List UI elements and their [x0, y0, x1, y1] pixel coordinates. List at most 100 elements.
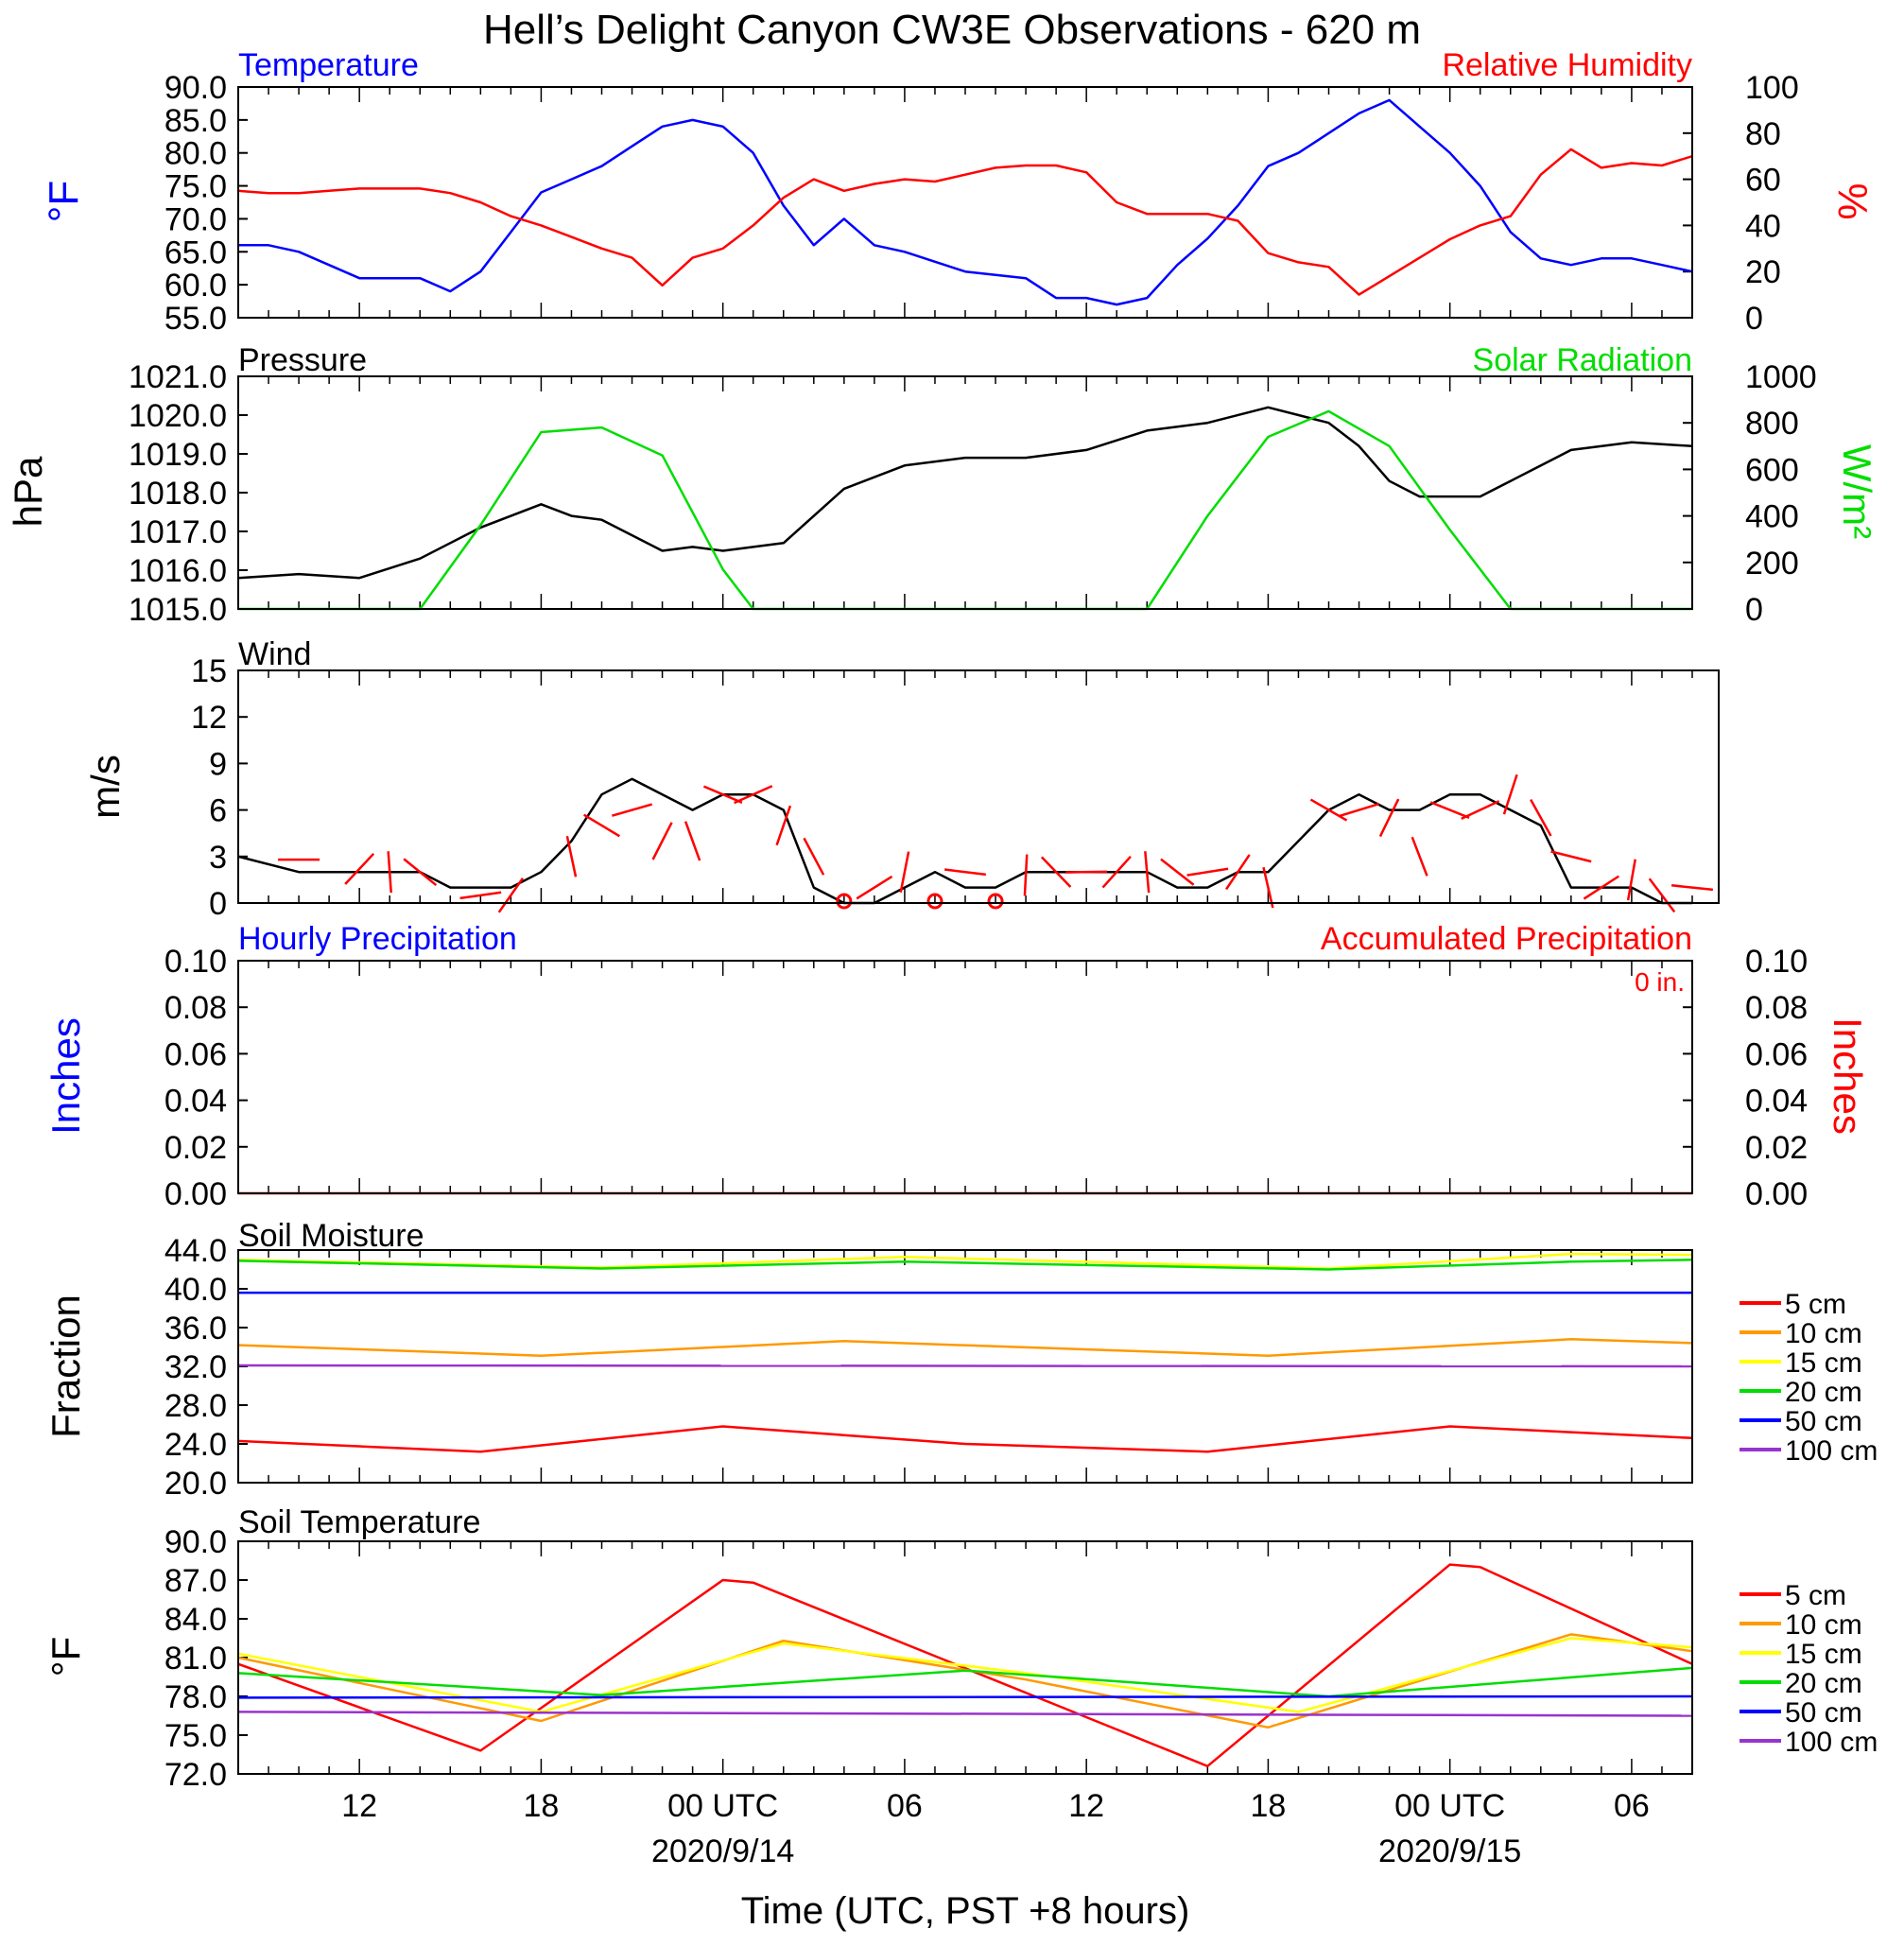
y-tick-label: 60.0: [164, 268, 227, 304]
x-tick-label: 12: [1068, 1788, 1104, 1824]
wind-barb: [387, 851, 392, 894]
y-tick-label-right: 60: [1745, 163, 1781, 199]
y-tick-label: 0.10: [164, 944, 227, 980]
wind-barb: [1411, 836, 1428, 877]
x-tick-label: 06: [1614, 1788, 1650, 1824]
accum-precip-value: 0 in.: [1635, 967, 1685, 997]
y-tick-label: 15: [191, 653, 227, 689]
y-tick-label: 85.0: [164, 103, 227, 139]
solar-unit: W/m²: [1835, 444, 1879, 539]
soil-moisture-unit: Fraction: [43, 1294, 88, 1438]
x-date-label: 2020/9/15: [1378, 1833, 1521, 1869]
wind-barb: [1648, 877, 1676, 913]
x-tick-label: 00 UTC: [1394, 1788, 1505, 1824]
soil-temp-title: Soil Temperature: [238, 1504, 480, 1540]
hourly-precip-axis-ticks: 0.10 0.08 0.06 0.04 0.02 0.00: [164, 944, 248, 1212]
series-line: [237, 1364, 1693, 1368]
wind-barb: [565, 836, 578, 877]
pressure-title: Pressure: [238, 342, 367, 378]
y-tick-label-right: 40: [1745, 208, 1781, 244]
y-tick-label: 75.0: [164, 169, 227, 205]
wind-barb: [1101, 856, 1132, 889]
wind-barb: [702, 785, 743, 804]
panel-soil-temperature: Soil Temperature °F 90.087.084.081.078.0…: [43, 1504, 1878, 1793]
y-tick-label: 0.00: [164, 1176, 227, 1212]
legend-label: 50 cm: [1785, 1697, 1862, 1729]
wind-unit: m/s: [83, 755, 128, 819]
pressure-plot-frame: [237, 375, 1693, 610]
temperature-plot-frame: [237, 86, 1693, 319]
y-tick-label: 28.0: [164, 1388, 227, 1424]
wind-barb: [1160, 858, 1195, 886]
y-tick-label: 70.0: [164, 201, 227, 237]
wind-barb: [1461, 800, 1500, 821]
series-line: [237, 1694, 1693, 1699]
wind-barb: [651, 822, 673, 860]
y-tick-label: 3: [209, 840, 227, 876]
wind-barb: [684, 821, 701, 861]
series-line: [237, 406, 1693, 580]
soil-moisture-plot-frame: [237, 1249, 1693, 1484]
series-line: [237, 148, 1693, 296]
x-tick-label: 12: [341, 1788, 377, 1824]
wind-barb: [803, 837, 825, 876]
precip-plot-frame: [237, 960, 1693, 1194]
soil-temp-axis-ticks: 90.087.084.081.078.075.072.0: [164, 1524, 248, 1793]
y-tick-label: 81.0: [164, 1641, 227, 1677]
wind-plot-frame: [237, 669, 1720, 904]
wind-barb: [1626, 859, 1636, 901]
y-tick-label: 0: [209, 886, 227, 922]
legend-label: 5 cm: [1785, 1580, 1846, 1611]
wind-barb: [1065, 870, 1108, 874]
legend-label: 20 cm: [1785, 1668, 1862, 1699]
y-tick-label: 1017.0: [129, 514, 227, 550]
humidity-title: Relative Humidity: [1442, 47, 1692, 83]
series-line: [237, 777, 1692, 905]
y-tick-label: 20.0: [164, 1466, 227, 1502]
wind-barb: [582, 813, 621, 838]
y-tick-label: 87.0: [164, 1563, 227, 1599]
y-tick-label: 32.0: [164, 1349, 227, 1385]
y-tick-label-right: 100: [1745, 70, 1799, 106]
y-tick-label: 78.0: [164, 1679, 227, 1715]
panel-precipitation: Hourly Precipitation Accumulated Precipi…: [43, 921, 1870, 1212]
humidity-unit: %: [1829, 182, 1876, 219]
y-tick-label: 1018.0: [129, 476, 227, 512]
series-line: [237, 1563, 1693, 1768]
legend-label: 15 cm: [1785, 1639, 1862, 1670]
wind-calm-marker: [987, 893, 1004, 910]
soil-temp-lines: [237, 1541, 1693, 1774]
legend-label: 50 cm: [1785, 1406, 1862, 1437]
wind-axis-ticks: 15 12 9 6 3 0: [191, 653, 248, 922]
wind-barb: [1530, 798, 1552, 837]
y-tick-label: 90.0: [164, 70, 227, 106]
legend-label: 10 cm: [1785, 1609, 1862, 1641]
y-tick-label: 80.0: [164, 136, 227, 172]
soil-moisture-lines: [237, 1250, 1693, 1483]
wind-barb: [403, 858, 438, 887]
y-tick-label-right: 0: [1745, 301, 1763, 337]
y-tick-label: 9: [209, 746, 227, 782]
wind-barb: [1262, 866, 1274, 909]
y-tick-label-right: 200: [1745, 546, 1799, 582]
y-tick-label: 24.0: [164, 1427, 227, 1463]
y-tick-label-right: 0: [1745, 592, 1763, 628]
wind-calm-marker: [836, 893, 853, 910]
legend-label: 100 cm: [1785, 1727, 1878, 1758]
y-tick-label: 55.0: [164, 301, 227, 337]
y-tick-label: 84.0: [164, 1602, 227, 1638]
wind-barb: [1144, 851, 1151, 894]
y-tick-label-right: 0.02: [1745, 1130, 1808, 1166]
wind-barb: [734, 785, 773, 805]
y-tick-label-right: 0.08: [1745, 990, 1808, 1026]
wind-barb: [1670, 884, 1714, 892]
temperature-title: Temperature: [238, 47, 419, 83]
series-line: [237, 1666, 1693, 1698]
legend-label: 5 cm: [1785, 1289, 1846, 1320]
x-date-label: 2020/9/14: [651, 1833, 794, 1869]
y-tick-label: 1020.0: [129, 398, 227, 434]
legend-label: 10 cm: [1785, 1318, 1862, 1349]
y-tick-label: 40.0: [164, 1272, 227, 1308]
